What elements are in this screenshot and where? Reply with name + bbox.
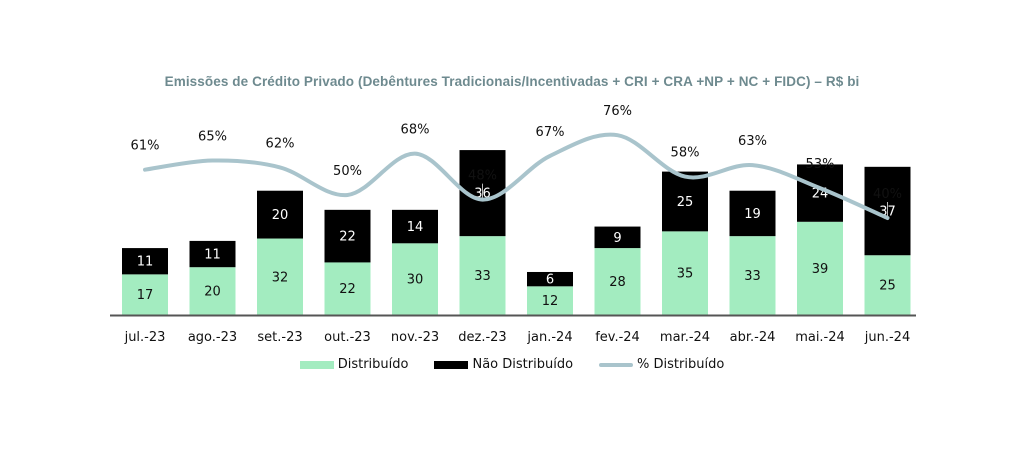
data-label-pct: 50% bbox=[333, 164, 362, 179]
data-label-distribuido: 33 bbox=[474, 269, 491, 284]
bar-distribuido bbox=[594, 248, 641, 315]
data-label-distribuido: 33 bbox=[744, 269, 761, 284]
legend-label-nao-distribuido: Não Distribuído bbox=[472, 357, 574, 372]
data-label-pct: 48% bbox=[468, 169, 497, 184]
data-label-distribuido: 17 bbox=[137, 288, 154, 303]
bar-distribuido bbox=[189, 267, 236, 315]
legend-item-distribuido: Distribuído bbox=[299, 357, 409, 372]
bar-distribuido bbox=[864, 255, 911, 315]
data-label-distribuido: 32 bbox=[272, 270, 289, 285]
x-tick-label: ago.-23 bbox=[188, 330, 237, 345]
data-label-nao-distribuido: 11 bbox=[204, 248, 221, 263]
bar-distribuido bbox=[392, 243, 438, 315]
x-tick-label: mai.-24 bbox=[795, 330, 845, 345]
x-tick-label: jun.-24 bbox=[864, 330, 910, 345]
legend-label-distribuido: Distribuído bbox=[337, 357, 409, 372]
line-group: 61% 65% 62% 50% 68% 48% 67% 76% 58% 63% 53% 40% bbox=[131, 104, 902, 220]
bar-distribuido bbox=[797, 221, 843, 315]
x-tick-label: nov.-23 bbox=[391, 330, 439, 345]
bar-distribuido bbox=[257, 238, 303, 315]
data-label-pct: 67% bbox=[536, 125, 565, 140]
data-label-nao-distribuido: 14 bbox=[407, 220, 424, 235]
data-label-pct: 58% bbox=[671, 146, 700, 161]
data-label-nao-distribuido: 20 bbox=[272, 208, 289, 223]
bar-nao-distribuido bbox=[662, 171, 708, 232]
data-label-pct: 53% bbox=[806, 157, 835, 172]
data-label-distribuido: 22 bbox=[339, 282, 356, 297]
data-label-distribuido: 28 bbox=[609, 275, 626, 290]
data-label-nao-distribuido: 9 bbox=[613, 231, 621, 246]
data-label-nao-distribuido: 22 bbox=[339, 230, 356, 245]
x-tick-label: fev.-24 bbox=[595, 330, 640, 345]
legend-item-nao-distribuido: Não Distribuído bbox=[434, 357, 573, 372]
x-tick-label: set.-23 bbox=[257, 330, 302, 345]
bar-nao-distribuido bbox=[527, 271, 573, 287]
x-tick-label: out.-23 bbox=[324, 330, 371, 345]
line-pct-distribuido bbox=[143, 132, 890, 220]
data-label-distribuido: 39 bbox=[812, 262, 829, 277]
data-label-distribuido: 20 bbox=[204, 285, 221, 300]
x-tick-labels: jul.-23 ago.-23 set.-23 out.-23 nov.-23 dez.-… bbox=[124, 330, 911, 345]
data-label-pct: 76% bbox=[603, 104, 632, 119]
x-tick-label: dez.-23 bbox=[458, 330, 506, 345]
data-label-distribuido: 25 bbox=[879, 279, 896, 294]
bar-nao-distribuido bbox=[122, 248, 168, 275]
data-label-pct: 68% bbox=[401, 123, 430, 138]
legend-swatch-nao-distribuido bbox=[434, 360, 469, 369]
data-label-nao-distribuido: 19 bbox=[744, 207, 761, 222]
x-tick-label: abr.-24 bbox=[730, 330, 776, 345]
data-label-distribuido: 30 bbox=[407, 273, 424, 288]
bar-distribuido bbox=[324, 262, 371, 315]
legend-swatch-distribuido bbox=[299, 360, 334, 369]
bar-nao-distribuido bbox=[729, 190, 776, 237]
bar-distribuido bbox=[662, 231, 708, 315]
x-tick-label: jan.-24 bbox=[526, 330, 572, 345]
data-label-pct: 65% bbox=[198, 130, 227, 145]
data-label-distribuido: 12 bbox=[542, 294, 559, 309]
bar-nao-distribuido bbox=[189, 240, 236, 268]
legend-item-pct-distribuido: % Distribuído bbox=[599, 357, 724, 372]
data-label-nao-distribuido: 11 bbox=[137, 255, 154, 270]
legend: Distribuído Não Distribuído % Distribuíd… bbox=[0, 357, 1024, 372]
data-label-pct: 63% bbox=[738, 134, 767, 149]
data-label-pct: 40% bbox=[873, 187, 902, 202]
bar-nao-distribuido bbox=[594, 226, 641, 249]
data-label-pct: 62% bbox=[266, 136, 295, 151]
x-tick-label: jul.-23 bbox=[124, 330, 166, 345]
bar-nao-distribuido bbox=[257, 190, 303, 239]
bar-distribuido bbox=[527, 286, 573, 315]
legend-swatch-pct-distribuido bbox=[599, 362, 634, 367]
data-label-nao-distribuido: 6 bbox=[546, 273, 554, 288]
bar-distribuido bbox=[122, 274, 168, 315]
x-tick-label: mar.-24 bbox=[660, 330, 710, 345]
data-label-distribuido: 35 bbox=[677, 267, 694, 282]
data-label-pct: 61% bbox=[131, 139, 160, 154]
bar-distribuido bbox=[729, 236, 776, 315]
chart-title: Emissões de Crédito Privado (Debêntures … bbox=[164, 74, 860, 89]
legend-label-pct-distribuido: % Distribuído bbox=[637, 357, 725, 372]
data-label-nao-distribuido: 25 bbox=[677, 195, 694, 210]
bar-distribuido bbox=[459, 236, 506, 315]
bar-nao-distribuido bbox=[392, 209, 438, 244]
bar-nao-distribuido bbox=[324, 209, 371, 263]
